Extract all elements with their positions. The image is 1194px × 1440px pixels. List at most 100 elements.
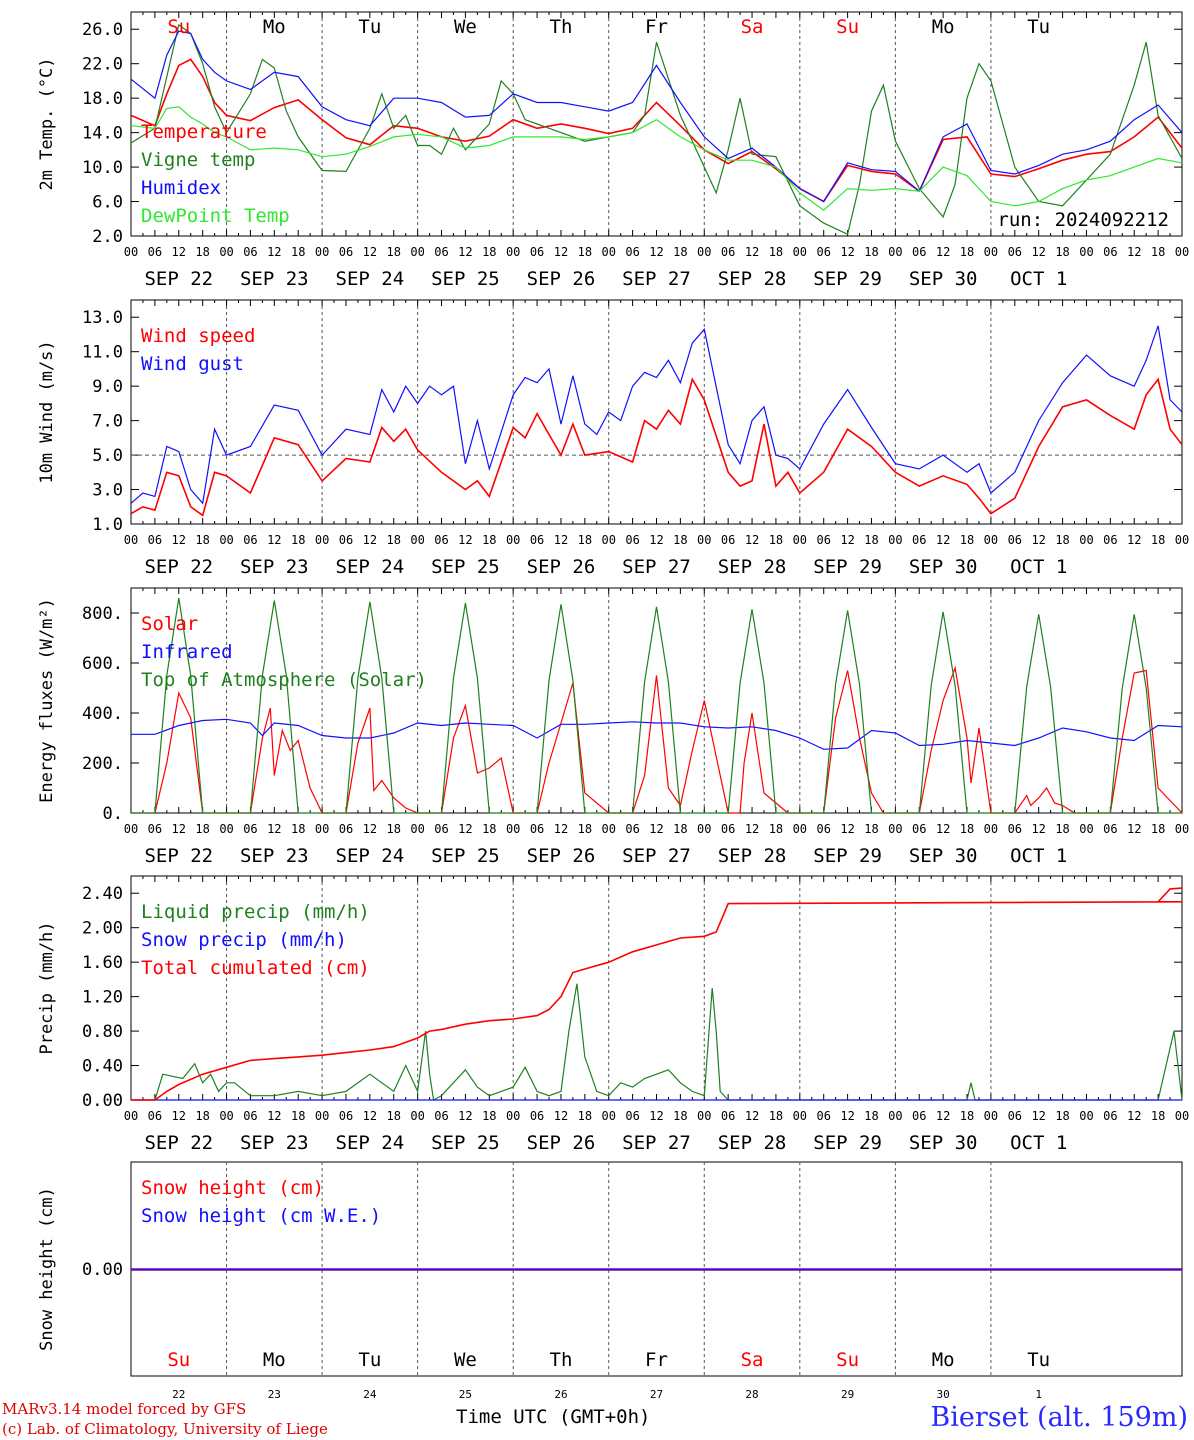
hour-tick-label: 00	[602, 245, 616, 259]
date-label: SEP 30	[909, 1132, 978, 1154]
hour-tick-label: 00	[793, 1109, 807, 1123]
hour-tick-label: 06	[912, 245, 926, 259]
hour-tick-label: 00	[697, 245, 711, 259]
legend-entry: Temperature	[141, 121, 267, 143]
hour-tick-label: 12	[363, 822, 377, 836]
hour-tick-label: 18	[769, 822, 783, 836]
y-tick-label: 200.	[82, 754, 123, 774]
day-number-label: 1	[1035, 1388, 1042, 1401]
hour-tick-label: 00	[697, 1109, 711, 1123]
legend-entry: Infrared	[141, 641, 233, 663]
y-tick-label: 1.0	[92, 515, 123, 535]
hour-tick-label: 06	[721, 245, 735, 259]
legend-entry: Total cumulated (cm)	[141, 957, 370, 979]
hour-tick-label: 12	[840, 245, 854, 259]
hour-tick-label: 00	[124, 533, 138, 547]
hour-tick-label: 00	[410, 1109, 424, 1123]
y-axis-title: Precip (mm/h)	[37, 921, 57, 1054]
hour-tick-label: 06	[625, 822, 639, 836]
date-label: SEP 22	[144, 268, 213, 290]
y-tick-label: 14.0	[82, 124, 123, 144]
day-number-label: 23	[268, 1388, 281, 1401]
date-label: SEP 26	[527, 845, 596, 867]
y-tick-label: 18.0	[82, 89, 123, 109]
hour-tick-label: 06	[243, 245, 257, 259]
hour-tick-label: 12	[554, 533, 568, 547]
date-label: SEP 23	[240, 556, 309, 578]
hour-tick-label: 00	[315, 245, 329, 259]
hour-tick-label: 00	[888, 245, 902, 259]
date-label: SEP 22	[144, 1132, 213, 1154]
weekday-label: Tu	[1027, 16, 1050, 38]
hour-tick-label: 00	[697, 822, 711, 836]
hour-tick-label: 12	[172, 822, 186, 836]
hour-tick-label: 18	[769, 533, 783, 547]
hour-tick-label: 18	[864, 533, 878, 547]
y-tick-label: 6.0	[92, 193, 123, 213]
hour-tick-label: 06	[625, 533, 639, 547]
weekday-label: Tu	[358, 1349, 381, 1371]
hour-tick-label: 18	[1151, 1109, 1165, 1123]
hour-tick-label: 18	[195, 245, 209, 259]
hour-tick-label: 12	[936, 822, 950, 836]
hour-tick-label: 00	[888, 822, 902, 836]
date-label: SEP 29	[813, 268, 882, 290]
weekday-label: Su	[167, 16, 190, 38]
hour-tick-label: 12	[267, 822, 281, 836]
hour-tick-label: 06	[1008, 533, 1022, 547]
hour-tick-label: 12	[458, 822, 472, 836]
hour-tick-label: 06	[148, 245, 162, 259]
hour-tick-label: 06	[339, 245, 353, 259]
hour-tick-label: 06	[434, 1109, 448, 1123]
hour-tick-label: 06	[243, 822, 257, 836]
hour-tick-label: 00	[410, 533, 424, 547]
hour-tick-label: 06	[243, 533, 257, 547]
hour-tick-label: 06	[1008, 245, 1022, 259]
hour-tick-label: 18	[960, 1109, 974, 1123]
legend-entry: Top of Atmosphere (Solar)	[141, 669, 427, 691]
date-label: SEP 26	[527, 268, 596, 290]
hour-tick-label: 00	[124, 822, 138, 836]
hour-tick-label: 12	[649, 245, 663, 259]
hour-tick-label: 06	[148, 822, 162, 836]
hour-tick-label: 12	[936, 1109, 950, 1123]
hour-tick-label: 12	[745, 245, 759, 259]
hour-tick-label: 12	[649, 1109, 663, 1123]
hour-tick-label: 00	[315, 822, 329, 836]
hour-tick-label: 18	[1151, 822, 1165, 836]
y-tick-label: 400.	[82, 704, 123, 724]
y-axis-title: 10m Wind (m/s)	[37, 340, 57, 483]
hour-tick-label: 00	[219, 1109, 233, 1123]
date-label: SEP 28	[718, 268, 787, 290]
y-tick-label: 0.80	[82, 1022, 123, 1042]
weekday-label: Tu	[1027, 1349, 1050, 1371]
plot-frame	[130, 299, 1183, 525]
y-tick-label: 1.20	[82, 988, 123, 1008]
hour-tick-label: 18	[1055, 1109, 1069, 1123]
hour-tick-label: 18	[291, 533, 305, 547]
hour-tick-label: 06	[625, 1109, 639, 1123]
hour-tick-label: 00	[124, 245, 138, 259]
weekday-label: Sa	[741, 16, 764, 38]
hour-tick-label: 12	[840, 822, 854, 836]
hour-tick-label: 00	[219, 533, 233, 547]
legend-entry: DewPoint Temp	[141, 205, 290, 227]
hour-tick-label: 00	[602, 1109, 616, 1123]
hour-tick-label: 06	[912, 822, 926, 836]
day-number-label: 24	[363, 1388, 377, 1401]
hour-tick-label: 12	[267, 533, 281, 547]
hour-tick-label: 12	[1031, 1109, 1045, 1123]
hour-tick-label: 06	[530, 822, 544, 836]
weekday-label: Mo	[263, 16, 286, 38]
hour-tick-label: 12	[458, 533, 472, 547]
hour-tick-label: 18	[387, 533, 401, 547]
date-label: SEP 24	[336, 556, 405, 578]
hour-tick-label: 06	[721, 1109, 735, 1123]
hour-tick-label: 18	[769, 245, 783, 259]
y-tick-label: 2.00	[82, 919, 123, 939]
date-label: SEP 25	[431, 268, 500, 290]
hour-tick-label: 00	[793, 533, 807, 547]
hour-tick-label: 00	[1175, 822, 1189, 836]
lab-credit: (c) Lab. of Climatology, University of L…	[2, 1420, 328, 1438]
hour-tick-label: 12	[745, 822, 759, 836]
